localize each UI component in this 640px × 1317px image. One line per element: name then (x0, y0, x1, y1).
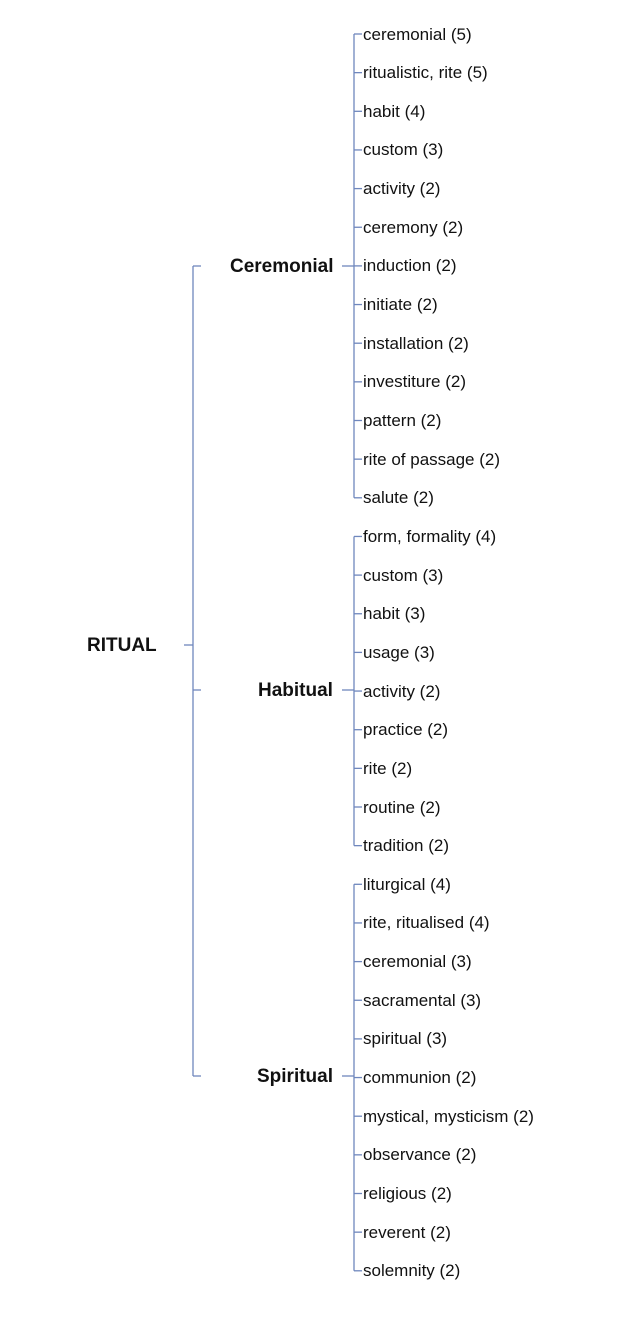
leaf-item: religious (2) (363, 1184, 452, 1203)
leaf-item: form, formality (4) (363, 526, 497, 546)
leaf-item: practice (2) (363, 720, 449, 740)
leaf-item: rite of passage (2) (363, 449, 501, 469)
leaf-item: rite (2) (363, 758, 413, 778)
leaf-item: induction (2) (363, 256, 457, 276)
branch-label-habitual: Habitual (258, 679, 333, 701)
leaf-item: mystical, mysticism (2) (363, 1106, 534, 1126)
leaf-item: custom (3) (363, 140, 444, 160)
leaf-item: pattern (2) (363, 411, 442, 430)
leaf-item: reverent (2) (363, 1222, 451, 1242)
leaf-item: usage (3) (363, 642, 435, 662)
leaf-item: ceremonial (5) (363, 24, 472, 44)
leaf-item: ritualistic, rite (5) (363, 63, 488, 83)
leaf-item: activity (2) (363, 681, 441, 701)
leaf-item: tradition (2) (363, 836, 449, 856)
leaf-item: solemnity (2) (363, 1261, 461, 1281)
leaf-item: investiture (2) (363, 372, 466, 392)
leaf-item: observance (2) (363, 1145, 477, 1165)
leaf-item: habit (3) (363, 604, 426, 624)
leaf-item: custom (3) (363, 565, 444, 585)
branch-label-ceremonial: Ceremonial (230, 255, 334, 277)
leaf-item: ceremonial (3) (363, 952, 472, 972)
leaf-item: activity (2) (363, 179, 441, 199)
leaf-item: ceremony (2) (363, 217, 464, 237)
root-label: RITUAL (87, 634, 157, 656)
leaf-item: installation (2) (363, 333, 469, 353)
leaf-item: salute (2) (363, 488, 434, 508)
branch-label-spiritual: Spiritual (257, 1065, 334, 1087)
leaf-item: spiritual (3) (363, 1029, 448, 1049)
leaf-item: habit (4) (363, 101, 426, 121)
leaf-item: rite, ritualised (4) (363, 913, 490, 933)
leaf-item: routine (2) (363, 797, 441, 817)
leaf-item: communion (2) (363, 1068, 477, 1088)
leaf-item: initiate (2) (363, 295, 438, 315)
leaf-item: liturgical (4) (363, 874, 451, 894)
leaf-item: sacramental (3) (363, 990, 482, 1010)
